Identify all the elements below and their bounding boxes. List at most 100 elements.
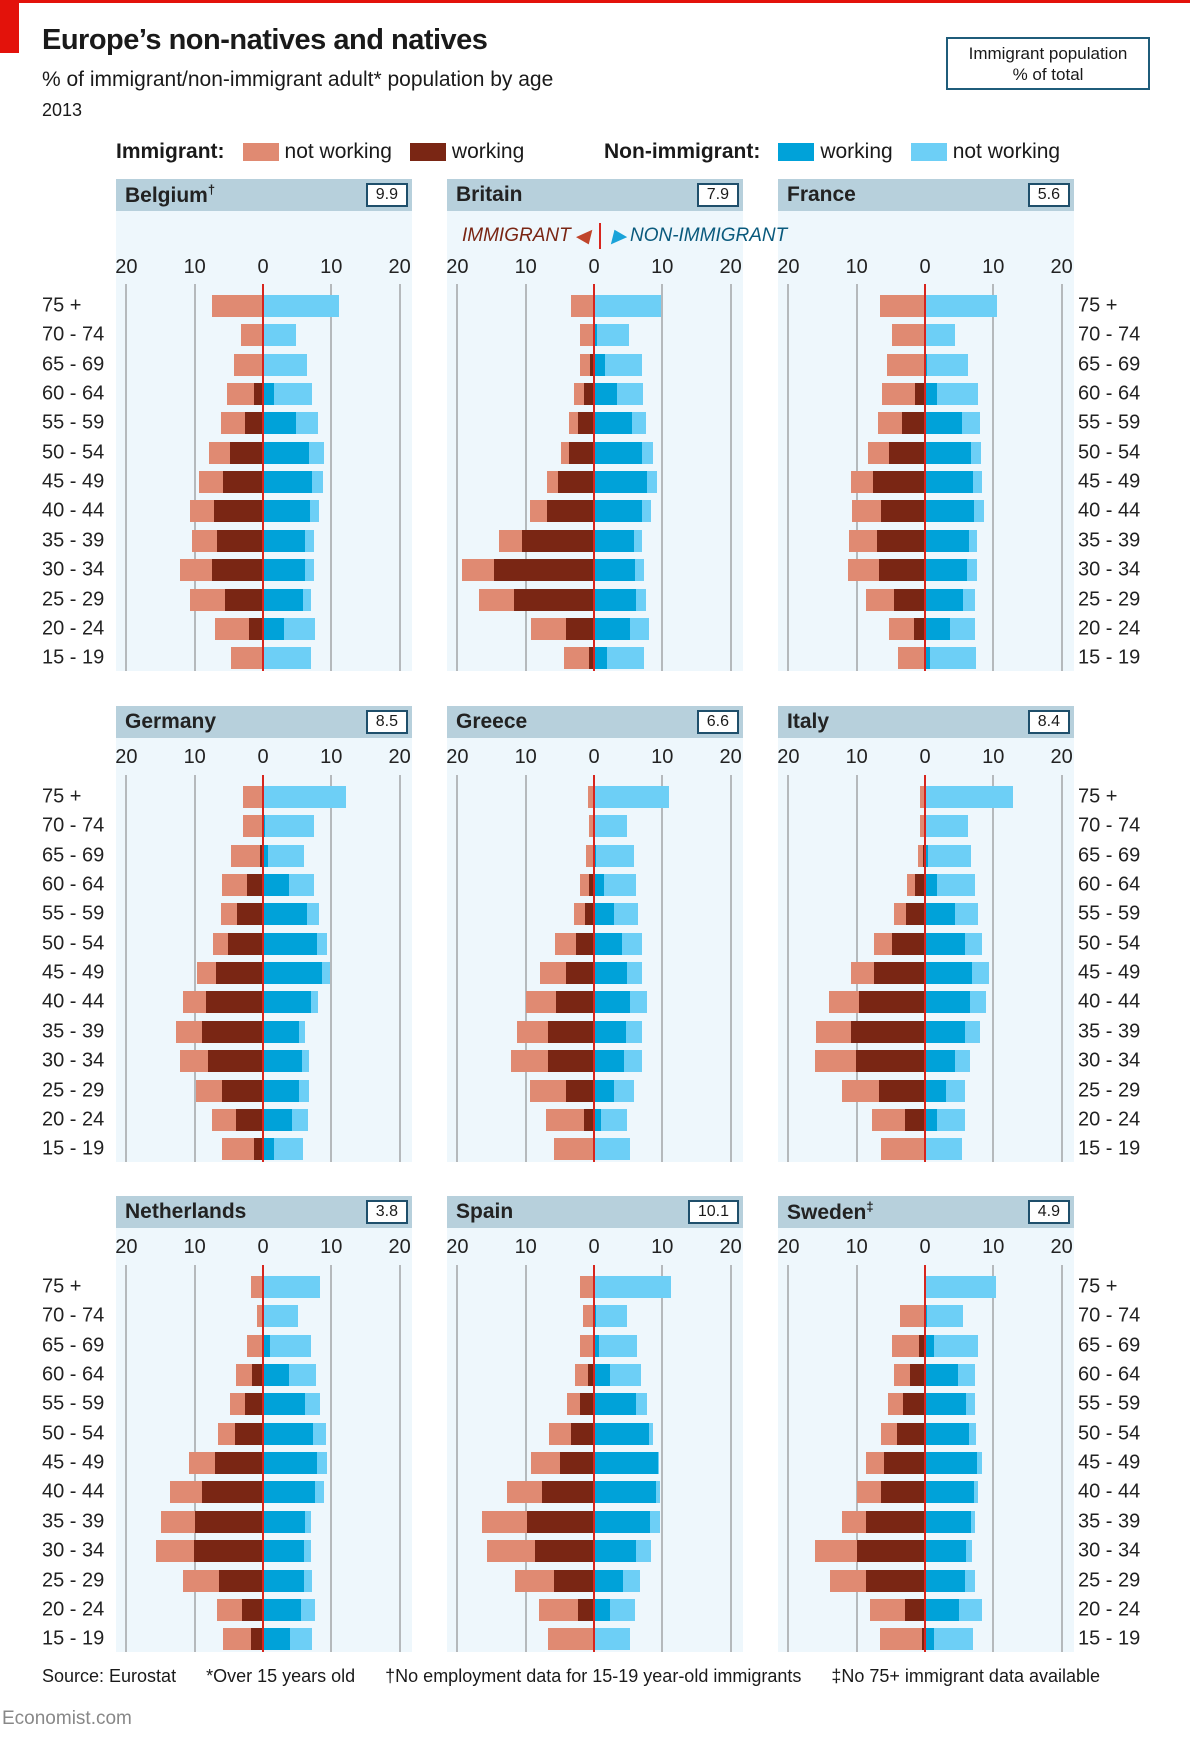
gridline [1060, 775, 1063, 1163]
x-tick-label: 0 [919, 256, 931, 278]
gridline [456, 1265, 459, 1653]
bar-non-immigrant-working [925, 383, 938, 406]
bar-non-immigrant-not-working [267, 844, 304, 867]
bar-immigrant-not-working [220, 412, 245, 435]
bar-non-immigrant-not-working [594, 786, 670, 808]
bar-immigrant-working [588, 874, 594, 897]
bar-non-immigrant-not-working [311, 991, 318, 1014]
immigrant-share-value: 5.6 [1027, 183, 1070, 207]
bar-immigrant-working [565, 962, 594, 985]
bar-non-immigrant-working [594, 1050, 625, 1073]
bar-immigrant-working [881, 500, 925, 523]
bar-immigrant-working [493, 559, 594, 582]
age-label: 70 - 74 [1078, 323, 1141, 346]
bar-immigrant-not-working [851, 500, 882, 523]
x-tick-label: 20 [115, 256, 138, 278]
zero-line [262, 775, 264, 1163]
age-label: 15 - 19 [42, 1627, 105, 1650]
x-tick-label: 20 [446, 746, 469, 768]
bar-non-immigrant-not-working [632, 412, 646, 435]
immigrant-share-value: 6.6 [696, 710, 739, 734]
bar-non-immigrant-working [594, 1334, 600, 1357]
zero-line [593, 1265, 595, 1653]
bar-non-immigrant-not-working [599, 1334, 638, 1357]
bar-immigrant-not-working [510, 1050, 548, 1073]
bar-immigrant-not-working [242, 815, 263, 838]
immigrant-share-value: 9.9 [365, 183, 408, 207]
x-tick-label: 20 [777, 1236, 800, 1258]
bar-non-immigrant-working [925, 1569, 966, 1592]
age-label: 55 - 59 [42, 1392, 105, 1415]
age-label: 70 - 74 [42, 814, 105, 837]
bar-immigrant-not-working [233, 353, 263, 376]
bar-immigrant-not-working [516, 1020, 548, 1043]
legend-label: not working [284, 140, 392, 163]
bar-non-immigrant-working [594, 588, 636, 611]
age-label: 50 - 54 [1078, 1422, 1141, 1445]
panel-header-greece: Greece 6.6 [447, 706, 743, 738]
bar-non-immigrant-not-working [609, 1598, 635, 1621]
key-line-2: % of total [1012, 65, 1084, 84]
bar-immigrant-not-working [235, 1364, 253, 1387]
bar-non-immigrant-not-working [596, 844, 634, 867]
bar-immigrant-not-working [573, 903, 586, 926]
bar-non-immigrant-not-working [289, 1628, 313, 1651]
bar-non-immigrant-working [594, 874, 604, 897]
bar-non-immigrant-not-working [314, 1481, 324, 1504]
bar-immigrant-working [922, 1628, 925, 1651]
bar-non-immigrant-working [925, 412, 962, 435]
bar-immigrant-working [244, 1393, 263, 1416]
bar-immigrant-not-working [217, 1598, 242, 1621]
bar-non-immigrant-not-working [310, 500, 319, 523]
gridline [1060, 284, 1063, 672]
bar-immigrant-not-working [222, 1138, 255, 1161]
bar-immigrant-working [879, 1079, 925, 1102]
bar-immigrant-not-working [871, 1108, 906, 1131]
bar-non-immigrant-working [263, 617, 285, 640]
bar-non-immigrant-working [925, 932, 966, 955]
country-name: Britain [456, 183, 523, 206]
gridline [193, 775, 196, 1163]
bar-non-immigrant-not-working [312, 1422, 326, 1445]
age-label: 75 + [42, 785, 82, 808]
zero-line [593, 775, 595, 1163]
x-tick-label: 20 [115, 1236, 138, 1258]
bar-non-immigrant-not-working [972, 471, 982, 494]
gridline [398, 775, 401, 1163]
bar-immigrant-working [909, 1364, 925, 1387]
bar-non-immigrant-not-working [600, 1108, 627, 1131]
x-tick-label: 10 [183, 1236, 206, 1258]
bar-immigrant-not-working [499, 529, 522, 552]
bar-immigrant-working [254, 1138, 263, 1161]
age-label: 70 - 74 [42, 1304, 105, 1327]
age-label: 40 - 44 [42, 990, 105, 1013]
bar-non-immigrant-working [594, 1481, 657, 1504]
x-tick-label: 0 [588, 1236, 600, 1258]
x-tick-label: 20 [388, 1236, 411, 1258]
bar-immigrant-working [866, 1569, 925, 1592]
x-tick-label: 10 [651, 746, 674, 768]
bar-immigrant-working [857, 1540, 925, 1563]
bar-non-immigrant-not-working [966, 559, 977, 582]
bar-non-immigrant-working [594, 1452, 658, 1475]
bar-immigrant-not-working [920, 786, 925, 808]
bar-non-immigrant-not-working [949, 617, 975, 640]
bar-immigrant-not-working [209, 441, 230, 464]
panel-header-france: France 5.6 [778, 179, 1074, 211]
bar-immigrant-working [915, 383, 925, 406]
footnote-belgium: †No employment data for 15-19 year-old i… [385, 1666, 802, 1686]
bar-non-immigrant-working [925, 1050, 956, 1073]
bar-immigrant-not-working [462, 559, 494, 582]
bar-immigrant-working [244, 412, 263, 435]
bar-non-immigrant-not-working [633, 529, 642, 552]
bar-immigrant-working [888, 441, 925, 464]
bar-immigrant-not-working [217, 1422, 235, 1445]
zero-line [924, 284, 926, 672]
bar-non-immigrant-not-working [263, 1276, 321, 1298]
bar-non-immigrant-not-working [635, 588, 646, 611]
bar-non-immigrant-working [925, 500, 975, 523]
x-tick-label: 10 [845, 1236, 868, 1258]
gridline [330, 1265, 333, 1653]
panel-header-italy: Italy 8.4 [778, 706, 1074, 738]
